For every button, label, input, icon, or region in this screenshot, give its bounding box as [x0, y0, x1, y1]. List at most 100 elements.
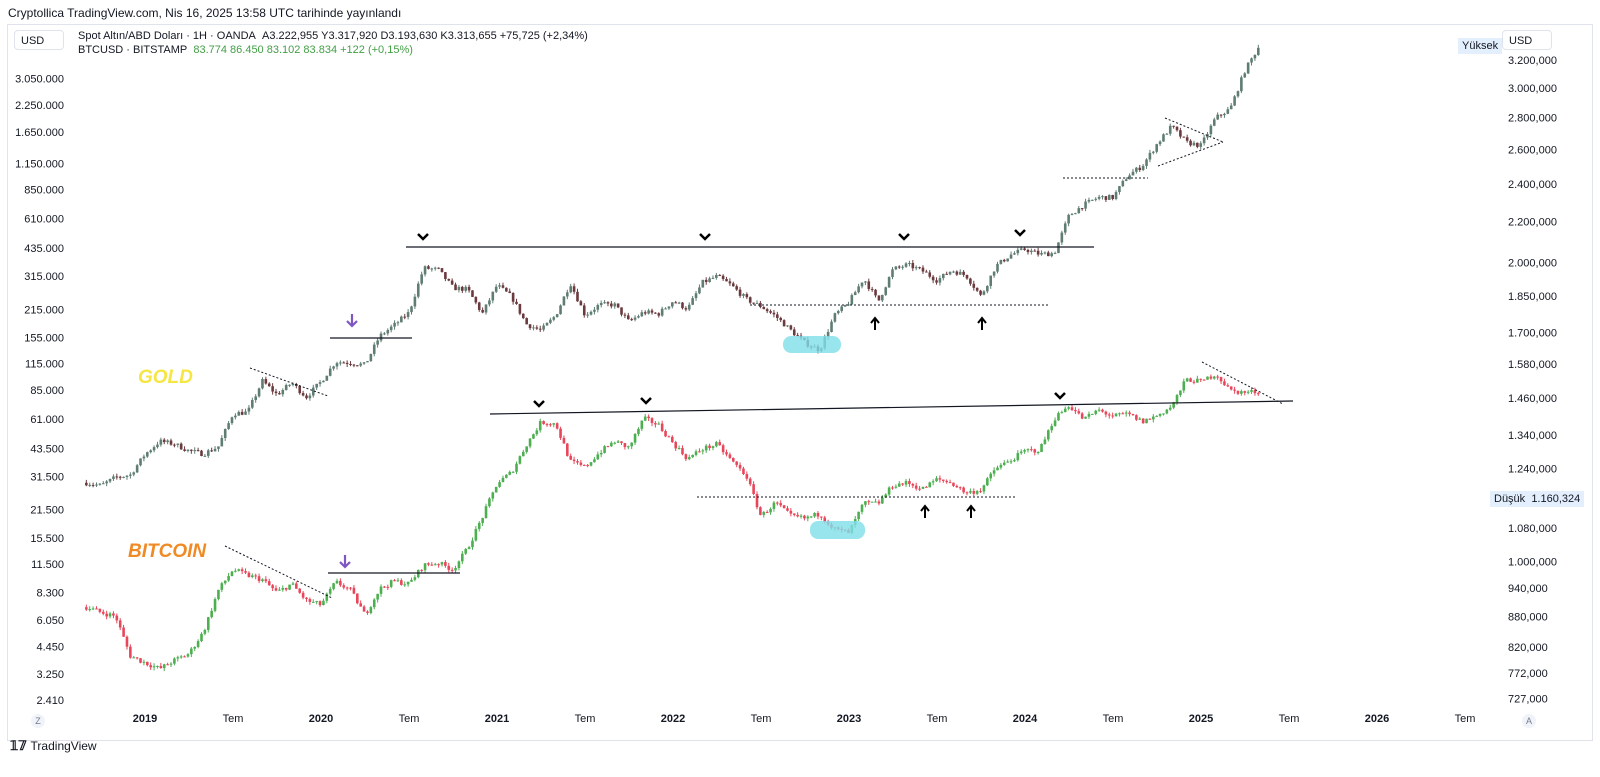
candle-body	[369, 353, 373, 362]
candle-body	[1240, 391, 1243, 394]
candle-body	[630, 442, 633, 447]
candle-body	[684, 308, 688, 310]
candle-body	[1057, 242, 1060, 254]
candle-body	[891, 269, 894, 278]
candle-body	[1128, 175, 1131, 180]
candle-body	[183, 656, 186, 658]
left-currency-button[interactable]: USD	[14, 30, 64, 50]
candle-body	[870, 288, 874, 290]
candle-body	[857, 286, 860, 293]
candle-body	[643, 312, 647, 314]
candle-body	[352, 364, 356, 366]
candle-body	[1087, 413, 1091, 417]
candle-body	[975, 287, 979, 291]
candle-body	[1009, 254, 1013, 259]
candle-body	[1196, 142, 1199, 147]
candle-body	[1158, 141, 1162, 145]
time-axis-tick: 2025	[1189, 713, 1213, 725]
candle-body	[203, 629, 207, 634]
candle-body	[420, 274, 423, 284]
candle-body	[230, 417, 234, 424]
candle-body	[484, 304, 488, 313]
candle-body	[359, 603, 362, 607]
candle-body	[1189, 140, 1192, 146]
left-axis-tick: 31.500	[30, 471, 64, 483]
candle-body	[264, 579, 268, 582]
candle-body	[613, 303, 617, 307]
candle-body	[826, 331, 830, 337]
candle-body	[1111, 415, 1114, 417]
candle-body	[975, 491, 979, 494]
candle-body	[792, 329, 796, 336]
candle-body	[284, 588, 288, 590]
candle-body	[647, 416, 650, 419]
candle-body	[295, 583, 298, 589]
candle-body	[1189, 378, 1192, 382]
right-axis-tick: 2.800,000	[1508, 113, 1557, 125]
candle-body	[156, 444, 159, 448]
candle-body	[1199, 143, 1203, 147]
candle-body	[305, 395, 308, 399]
candle-body	[339, 362, 342, 364]
auto-scale-button[interactable]: A	[1522, 714, 1536, 728]
candle-body	[383, 586, 386, 588]
candle-body	[271, 585, 274, 589]
candle-body	[1080, 413, 1084, 419]
candle-body	[342, 362, 346, 364]
candle-body	[738, 464, 742, 469]
candle-body	[779, 503, 783, 506]
candle-body	[1165, 133, 1169, 135]
candle-body	[129, 474, 132, 476]
candle-body	[349, 587, 352, 589]
candle-body	[745, 474, 749, 479]
candle-body	[576, 461, 579, 463]
left-axis-tick: 3.250	[36, 669, 64, 681]
candle-body	[491, 291, 495, 301]
time-axis-tick: 2019	[133, 713, 157, 725]
publish-info: Cryptollica TradingView.com, Nis 16, 202…	[8, 6, 402, 20]
candle-body	[650, 310, 654, 313]
candle-body	[301, 393, 305, 396]
candle-body	[887, 277, 891, 288]
log-scale-left-button[interactable]: Z	[31, 714, 45, 728]
candle-body	[748, 478, 752, 485]
candle-body	[261, 378, 264, 389]
candle-body	[464, 549, 468, 554]
candle-body	[1233, 389, 1236, 391]
candle-body	[1053, 253, 1057, 255]
left-axis-tick: 61.000	[30, 414, 64, 426]
candle-body	[860, 282, 864, 287]
candle-body	[101, 483, 105, 485]
candle-body	[511, 471, 515, 473]
candle-body	[515, 301, 518, 304]
candle-body	[566, 292, 569, 297]
candle-body	[630, 319, 633, 321]
candle-body	[179, 656, 183, 658]
candle-body	[450, 569, 454, 571]
candle-body	[1135, 415, 1138, 420]
candle-body	[342, 585, 346, 588]
candle-body	[1013, 253, 1016, 255]
candle-body	[745, 294, 749, 298]
candle-body	[681, 302, 684, 309]
candle-body	[427, 563, 430, 565]
candle-body	[654, 423, 657, 425]
candle-body	[281, 588, 285, 590]
candle-body	[501, 285, 505, 288]
left-axis-tick: 610.000	[24, 214, 64, 226]
left-axis-tick: 85.000	[30, 385, 64, 397]
trendline-gold	[249, 367, 329, 397]
candle-body	[210, 450, 213, 452]
candle-body	[555, 423, 559, 429]
candle-body	[528, 438, 532, 447]
time-axis-tick: Tem	[1279, 713, 1300, 725]
candle-body	[318, 601, 322, 606]
right-axis-tick: 880,000	[1508, 611, 1548, 623]
triangle-top	[1164, 117, 1224, 143]
candle-body	[962, 271, 965, 275]
candle-body	[1219, 377, 1223, 382]
candle-body	[454, 284, 457, 291]
right-currency-button[interactable]: USD	[1502, 30, 1552, 50]
candle-body	[982, 485, 986, 492]
